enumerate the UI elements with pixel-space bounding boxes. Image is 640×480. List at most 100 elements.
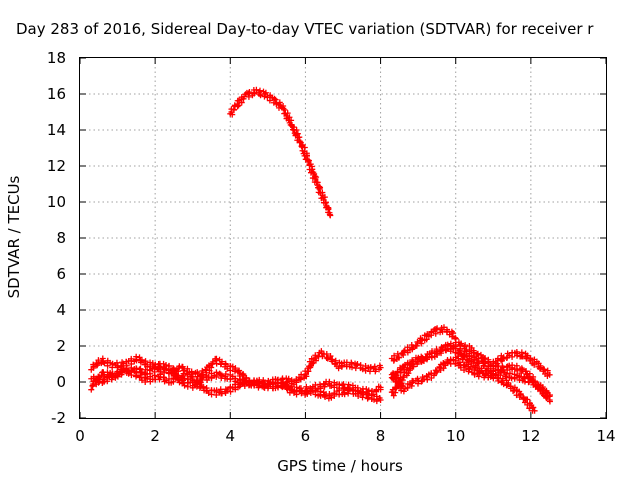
- data-point: [327, 353, 334, 360]
- data-point: [474, 351, 481, 358]
- data-point: [523, 396, 530, 403]
- data-point: [323, 350, 330, 357]
- y-tick-label: 16: [47, 85, 66, 103]
- data-point: [474, 363, 481, 370]
- data-point: [507, 383, 514, 390]
- data-point: [234, 103, 241, 110]
- data-point: [354, 360, 361, 367]
- y-tick-label: 10: [47, 193, 66, 211]
- data-point: [217, 371, 224, 378]
- data-point: [319, 189, 326, 196]
- data-point: [224, 365, 231, 372]
- data-point: [218, 358, 225, 365]
- data-point: [272, 96, 279, 103]
- data-point: [503, 371, 510, 378]
- data-point: [464, 356, 471, 363]
- data-point: [189, 375, 196, 382]
- data-point: [438, 350, 445, 357]
- data-point: [543, 387, 550, 394]
- data-point: [285, 375, 292, 382]
- data-point: [520, 375, 527, 382]
- data-point: [322, 199, 329, 206]
- data-point: [101, 360, 108, 367]
- data-point: [413, 342, 420, 349]
- data-point: [366, 368, 373, 375]
- data-point: [99, 355, 106, 362]
- y-axis-label: SDTVAR / TECUs: [5, 175, 23, 298]
- y-tick-label: 18: [47, 49, 66, 67]
- data-point: [537, 362, 544, 369]
- data-point: [444, 358, 451, 365]
- data-point: [400, 351, 407, 358]
- data-point: [313, 179, 320, 186]
- data-point: [163, 362, 170, 368]
- data-point: [395, 354, 402, 361]
- data-point: [390, 370, 397, 377]
- data-point: [310, 169, 317, 176]
- data-point: [523, 368, 530, 375]
- data-point: [341, 391, 348, 398]
- data-point: [464, 357, 471, 364]
- data-point: [395, 378, 402, 385]
- data-point: [546, 393, 553, 400]
- data-point: [470, 347, 477, 354]
- data-point: [236, 367, 243, 374]
- data-point: [424, 356, 431, 363]
- data-point: [457, 346, 464, 353]
- data-point: [120, 364, 127, 371]
- data-point: [283, 385, 290, 392]
- series-1: [227, 86, 334, 219]
- data-point: [312, 175, 319, 182]
- y-tick-label: 12: [47, 157, 66, 175]
- data-point: [94, 362, 101, 369]
- data-point: [184, 383, 191, 390]
- data-point: [133, 369, 140, 376]
- data-point: [405, 370, 412, 377]
- data-point: [440, 324, 447, 331]
- data-point: [400, 366, 407, 373]
- data-point: [308, 166, 315, 173]
- data-point: [297, 376, 304, 383]
- series-5: [388, 324, 459, 364]
- data-point: [400, 348, 407, 355]
- x-tick-label: 4: [226, 427, 236, 445]
- data-point: [326, 211, 333, 218]
- data-point: [460, 354, 467, 361]
- data-point: [142, 378, 149, 385]
- data-point: [517, 390, 524, 397]
- data-point: [531, 361, 538, 368]
- data-point: [433, 369, 440, 376]
- data-point: [200, 374, 207, 381]
- data-point: [222, 360, 229, 367]
- data-point: [452, 360, 459, 367]
- data-point: [208, 364, 215, 371]
- x-tick-label: 6: [301, 427, 311, 445]
- y-tick-label: 2: [56, 337, 66, 355]
- data-point: [390, 392, 397, 399]
- chart-title: Day 283 of 2016, Sidereal Day-to-day VTE…: [16, 20, 594, 38]
- data-point: [88, 386, 95, 393]
- data-point: [519, 366, 526, 373]
- data-point: [95, 357, 102, 364]
- data-point: [397, 369, 404, 376]
- data-point: [297, 385, 304, 392]
- data-point: [90, 364, 97, 371]
- data-point: [331, 392, 338, 399]
- data-point: [138, 356, 145, 363]
- data-point: [245, 90, 252, 97]
- data-point: [317, 391, 324, 398]
- y-tick-label: 0: [56, 373, 66, 391]
- data-point: [539, 384, 546, 391]
- data-point: [456, 359, 463, 366]
- data-point: [348, 359, 355, 366]
- data-point: [203, 385, 210, 392]
- data-point: [329, 356, 336, 363]
- data-point: [246, 89, 253, 96]
- data-point: [296, 138, 303, 145]
- data-point: [298, 143, 305, 150]
- data-point: [304, 368, 311, 375]
- x-tick-label: 10: [446, 427, 465, 445]
- x-tick-label: 14: [596, 427, 615, 445]
- data-point: [151, 364, 158, 371]
